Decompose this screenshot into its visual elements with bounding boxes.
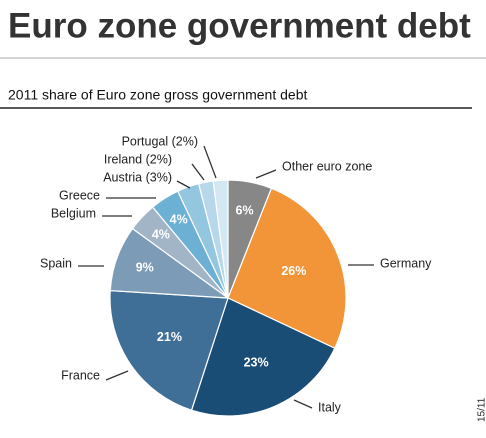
value-label: 9% bbox=[136, 260, 154, 274]
pie-slice bbox=[109, 289, 229, 411]
leader-line bbox=[203, 145, 217, 179]
pie-slice bbox=[227, 187, 347, 350]
category-label: France bbox=[61, 368, 100, 382]
category-label: Ireland (2%) bbox=[104, 152, 172, 166]
pie-slice bbox=[212, 179, 229, 299]
category-label: Portugal (2%) bbox=[122, 134, 198, 148]
page-title: Euro zone government debt bbox=[8, 6, 471, 45]
pie-slice bbox=[190, 297, 336, 417]
date-note: 15/11 bbox=[477, 397, 486, 422]
value-label: 23% bbox=[244, 355, 269, 369]
category-label: Germany bbox=[380, 256, 432, 270]
category-label: Other euro zone bbox=[282, 159, 372, 173]
value-label: 21% bbox=[157, 330, 182, 344]
value-label: 4% bbox=[170, 213, 188, 227]
chart-subtitle: 2011 share of Euro zone gross government… bbox=[8, 87, 307, 103]
leader-line bbox=[293, 399, 313, 409]
category-label: Italy bbox=[318, 400, 342, 414]
value-label: 4% bbox=[152, 227, 170, 241]
category-label: Belgium bbox=[51, 206, 96, 220]
value-label: 6% bbox=[236, 203, 254, 217]
leader-line bbox=[255, 169, 277, 179]
leader-line bbox=[191, 163, 205, 181]
leader-line bbox=[105, 370, 129, 381]
category-label: Greece bbox=[59, 188, 100, 202]
category-label: Austria (3%) bbox=[103, 170, 172, 184]
leader-line bbox=[176, 180, 191, 189]
value-label: 26% bbox=[281, 264, 306, 278]
category-label: Spain bbox=[40, 256, 72, 270]
